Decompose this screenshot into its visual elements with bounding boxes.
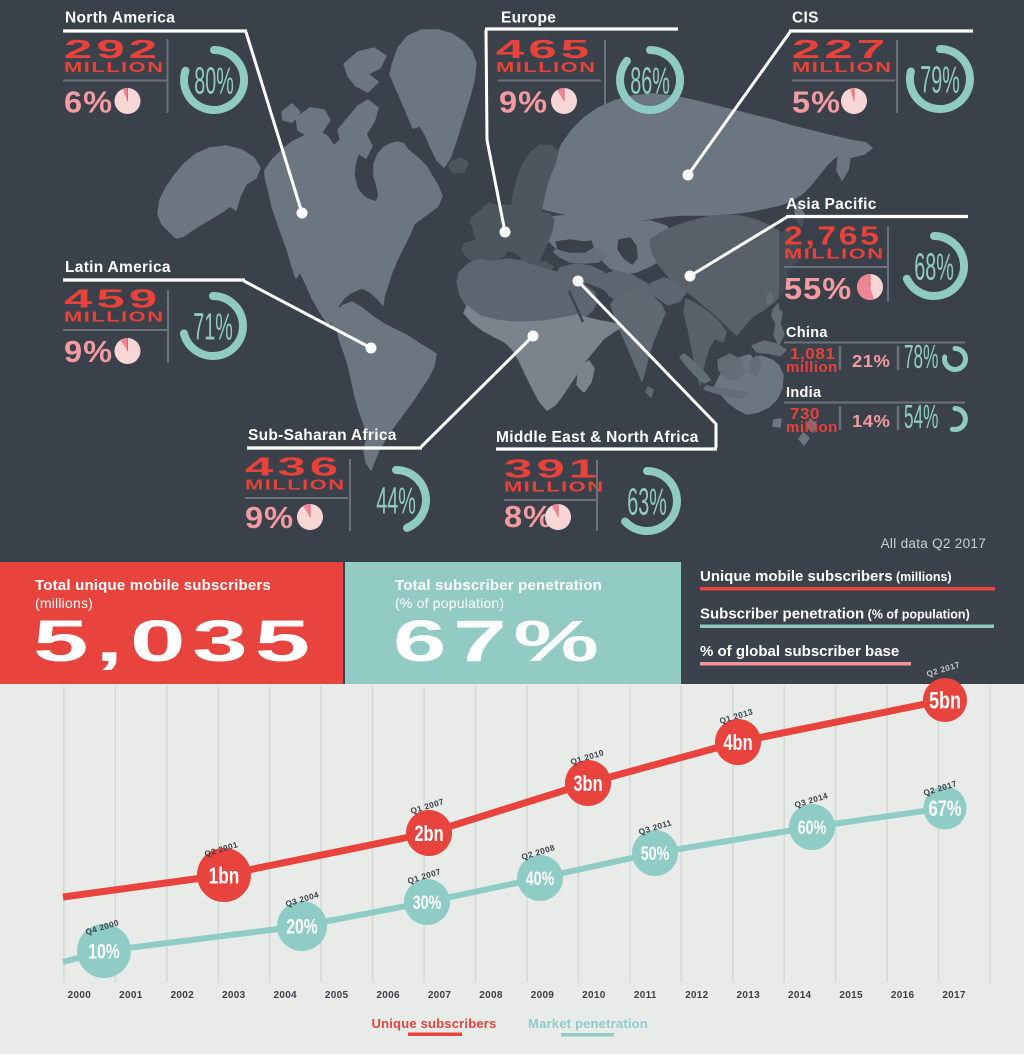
svg-text:1,081: 1,081 xyxy=(790,346,835,363)
svg-text:million: million xyxy=(786,419,838,436)
svg-text:Sub-Saharan Africa: Sub-Saharan Africa xyxy=(248,427,397,444)
svg-text:2,765: 2,765 xyxy=(784,222,881,250)
svg-text:2010: 2010 xyxy=(582,990,606,1001)
svg-text:20%: 20% xyxy=(286,914,318,938)
svg-text:MILLION: MILLION xyxy=(792,59,893,75)
svg-text:Latin America: Latin America xyxy=(65,259,171,276)
svg-text:2014: 2014 xyxy=(788,990,812,1001)
svg-text:Subscriber penetration (% of p: Subscriber penetration (% of population) xyxy=(700,606,970,623)
svg-text:All data Q2 2017: All data Q2 2017 xyxy=(881,536,986,551)
svg-text:5bn: 5bn xyxy=(929,688,961,714)
svg-text:40%: 40% xyxy=(526,868,555,889)
svg-text:391: 391 xyxy=(504,455,601,483)
svg-text:China: China xyxy=(786,325,828,341)
svg-text:2007: 2007 xyxy=(428,990,452,1001)
svg-text:71%: 71% xyxy=(193,307,233,348)
svg-text:30%: 30% xyxy=(413,892,442,913)
svg-text:MILLION: MILLION xyxy=(245,476,346,492)
svg-text:10%: 10% xyxy=(88,939,120,963)
svg-text:MILLION: MILLION xyxy=(64,59,165,75)
svg-text:2004: 2004 xyxy=(273,990,297,1001)
svg-text:80%: 80% xyxy=(194,61,234,102)
svg-text:India: India xyxy=(786,385,822,401)
svg-text:2006: 2006 xyxy=(376,990,400,1001)
svg-text:2005: 2005 xyxy=(325,990,349,1001)
svg-text:86%: 86% xyxy=(630,61,670,102)
svg-text:Total subscriber penetration: Total subscriber penetration xyxy=(395,577,602,594)
svg-text:MILLION: MILLION xyxy=(784,245,885,261)
svg-text:436: 436 xyxy=(245,453,342,481)
svg-text:67%: 67% xyxy=(393,608,606,673)
svg-text:55%: 55% xyxy=(784,271,852,306)
svg-text:Middle East & North Africa: Middle East & North Africa xyxy=(496,429,699,446)
svg-text:2001: 2001 xyxy=(119,990,143,1001)
svg-text:2bn: 2bn xyxy=(414,822,443,847)
svg-text:2000: 2000 xyxy=(68,990,92,1001)
svg-text:5%: 5% xyxy=(792,84,841,119)
svg-text:79%: 79% xyxy=(920,60,960,101)
svg-text:2002: 2002 xyxy=(171,990,195,1001)
svg-text:North America: North America xyxy=(65,10,175,27)
svg-text:9%: 9% xyxy=(245,500,294,535)
svg-text:60%: 60% xyxy=(798,817,827,838)
svg-text:(millions): (millions) xyxy=(35,595,93,611)
svg-text:9%: 9% xyxy=(499,84,548,119)
svg-text:2017: 2017 xyxy=(942,990,966,1001)
svg-text:2016: 2016 xyxy=(891,990,915,1001)
svg-text:MILLION: MILLION xyxy=(64,308,165,324)
svg-text:730: 730 xyxy=(790,406,820,423)
svg-text:2015: 2015 xyxy=(839,990,863,1001)
svg-text:Unique mobile subscribers (mil: Unique mobile subscribers (millions) xyxy=(700,568,952,585)
svg-text:Asia Pacific: Asia Pacific xyxy=(786,196,877,213)
svg-text:227: 227 xyxy=(792,35,889,63)
svg-text:1bn: 1bn xyxy=(209,864,240,889)
svg-text:63%: 63% xyxy=(627,482,667,523)
svg-text:3bn: 3bn xyxy=(573,772,602,797)
svg-text:2011: 2011 xyxy=(634,990,657,1001)
svg-text:Market penetration: Market penetration xyxy=(528,1016,648,1031)
svg-text:6%: 6% xyxy=(64,84,113,119)
svg-text:(% of population): (% of population) xyxy=(395,595,504,611)
svg-text:MILLION: MILLION xyxy=(496,59,597,75)
svg-text:292: 292 xyxy=(64,35,161,63)
svg-text:5,035: 5,035 xyxy=(33,609,317,674)
svg-text:54%: 54% xyxy=(904,398,938,436)
svg-text:8%: 8% xyxy=(504,499,553,534)
svg-text:million: million xyxy=(786,359,838,376)
svg-text:68%: 68% xyxy=(914,247,954,288)
svg-text:14%: 14% xyxy=(852,411,890,431)
svg-text:465: 465 xyxy=(496,35,593,63)
svg-text:67%: 67% xyxy=(928,797,961,822)
svg-text:2003: 2003 xyxy=(222,990,246,1001)
svg-text:2013: 2013 xyxy=(737,990,761,1001)
svg-text:4bn: 4bn xyxy=(723,731,752,756)
svg-text:9%: 9% xyxy=(64,334,113,369)
svg-text:MILLION: MILLION xyxy=(504,478,605,494)
svg-text:Europe: Europe xyxy=(501,10,556,27)
svg-text:2009: 2009 xyxy=(531,990,555,1001)
svg-text:50%: 50% xyxy=(641,843,670,864)
svg-text:21%: 21% xyxy=(852,351,890,371)
svg-text:Total unique mobile subscriber: Total unique mobile subscribers xyxy=(35,577,271,594)
svg-text:2008: 2008 xyxy=(479,990,503,1001)
svg-text:CIS: CIS xyxy=(792,10,819,27)
svg-text:44%: 44% xyxy=(376,481,416,522)
svg-text:Unique subscribers: Unique subscribers xyxy=(372,1016,497,1031)
svg-text:459: 459 xyxy=(64,285,161,313)
svg-text:2012: 2012 xyxy=(685,990,709,1001)
svg-text:% of global subscriber base: % of global subscriber base xyxy=(700,643,899,660)
svg-text:78%: 78% xyxy=(904,338,938,376)
